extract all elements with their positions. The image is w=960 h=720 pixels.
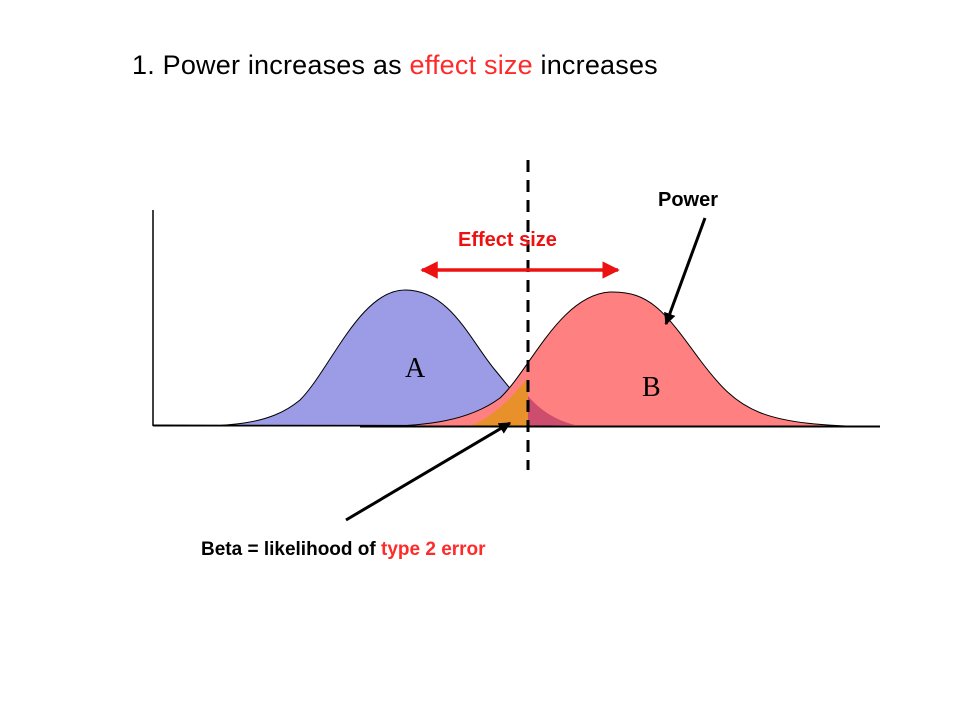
- beta-caption: Beta = likelihood of type 2 error: [201, 539, 486, 560]
- dist-a-label: A: [405, 353, 426, 384]
- title-part1: Power increases as: [162, 50, 402, 80]
- beta-caption-prefix: Beta = likelihood of: [201, 539, 376, 560]
- title-part2: increases: [540, 50, 658, 80]
- effect-size-label: Effect size: [458, 229, 557, 251]
- distribution-b: [359, 291, 881, 428]
- alpha-overlap-region: [528, 396, 575, 426]
- title-number: 1.: [132, 50, 155, 80]
- power-arrow: [664, 217, 707, 326]
- title-highlight: effect size: [409, 50, 533, 80]
- beta-region: [470, 378, 528, 426]
- power-label: Power: [658, 189, 718, 211]
- dist-b-label: B: [642, 372, 661, 403]
- beta-arrow: [345, 421, 512, 522]
- beta-caption-highlight: type 2 error: [381, 539, 486, 560]
- slide-title: 1. Power increases as effect size increa…: [132, 50, 658, 81]
